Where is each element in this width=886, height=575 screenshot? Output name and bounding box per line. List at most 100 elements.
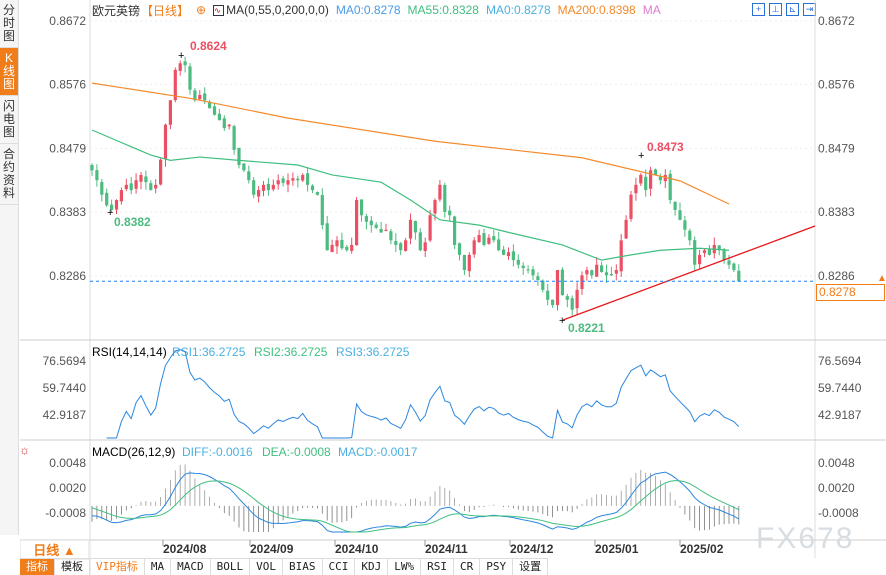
candle <box>257 190 261 197</box>
candle <box>404 240 408 251</box>
candle <box>350 244 354 251</box>
candle <box>722 249 726 261</box>
dea-line <box>91 480 740 533</box>
indicator-tab[interactable]: 模板 <box>55 559 90 575</box>
diff-line <box>91 471 740 533</box>
macd-tick: 0.0048 <box>49 456 86 470</box>
candle <box>438 184 442 200</box>
candle <box>114 200 119 210</box>
indicator-tab[interactable]: CCI <box>323 559 356 575</box>
indicator-tab[interactable]: PSY <box>480 559 514 575</box>
candle <box>340 239 344 249</box>
indicator-tab[interactable]: MACD <box>171 559 211 575</box>
macd-title: MACD(26,12,9) <box>92 445 175 459</box>
candle <box>119 190 123 202</box>
candle <box>624 219 628 239</box>
candle <box>325 223 329 251</box>
crosshair-icon[interactable]: + <box>752 3 765 16</box>
indicator-tab[interactable]: 设置 <box>513 559 549 575</box>
candle <box>477 235 481 243</box>
price-tick: 0.8479 <box>49 141 86 155</box>
chart-tools: + ⊥ ⊾ ⇥ <box>752 3 816 16</box>
zoom-right-icon[interactable]: ⊾ <box>786 3 799 16</box>
indicator-tab[interactable]: MA <box>145 559 172 575</box>
symbol-name: 欧元英镑 <box>92 3 141 18</box>
candle <box>663 174 667 182</box>
indicator-tab[interactable]: VIP指标 <box>90 559 145 575</box>
period-selector[interactable]: 日线 ▲ <box>20 540 89 560</box>
marker-cross: + <box>559 315 565 327</box>
candle <box>653 169 658 175</box>
candle <box>428 215 432 241</box>
candle <box>541 280 545 290</box>
candle <box>399 243 403 251</box>
ma200-line <box>91 82 730 205</box>
candle <box>502 249 506 255</box>
diff-value: DIFF:-0.0016 <box>182 445 253 459</box>
candle <box>649 170 653 189</box>
rsi-tick: 59.7440 <box>43 381 87 395</box>
candle <box>609 274 613 276</box>
candle <box>296 178 300 181</box>
candle <box>639 174 643 184</box>
candle <box>673 201 677 210</box>
rsi-tick: 42.9187 <box>43 408 87 422</box>
candle <box>717 245 721 251</box>
candle <box>276 180 280 185</box>
candle <box>389 231 393 241</box>
price-tick: 0.8383 <box>49 205 86 219</box>
price-tick: 0.8286 <box>818 269 855 283</box>
candle <box>168 100 172 125</box>
rsi-title: RSI(14,14,14) <box>92 345 167 359</box>
candle <box>95 170 99 181</box>
candle <box>149 183 153 191</box>
candle <box>619 240 623 272</box>
candle <box>462 255 466 271</box>
price-tick: 0.8383 <box>818 205 855 219</box>
candle <box>227 124 231 127</box>
rsi-tick: 59.7440 <box>818 381 862 395</box>
candle <box>310 185 315 191</box>
candle <box>306 173 310 185</box>
candle <box>737 270 741 282</box>
tab-flash-chart[interactable]: 闪电图 <box>0 96 18 144</box>
target-icon[interactable]: ⊕ <box>196 3 207 17</box>
candle <box>291 178 295 181</box>
zoom-range-icon[interactable]: ⊥ <box>769 3 782 16</box>
period-label: 【日线】 <box>141 3 190 18</box>
tab-kline-chart[interactable]: K线图 <box>0 48 18 96</box>
candle <box>134 180 138 189</box>
ma-extra: MA <box>642 3 661 17</box>
candle <box>702 250 707 254</box>
candle <box>188 66 192 90</box>
indicator-tab[interactable]: BOLL <box>211 559 251 575</box>
tab-contract-info[interactable]: 合约资料 <box>0 144 18 205</box>
ma-setting[interactable]: MA(0,55,0,200,0,0) <box>226 3 329 17</box>
candle <box>217 113 221 121</box>
indicator-tab[interactable]: VOL <box>250 559 283 575</box>
candle <box>644 176 648 191</box>
indicator-tab[interactable]: CR <box>454 559 481 575</box>
candle <box>384 229 388 231</box>
candle <box>448 210 452 216</box>
candle <box>551 299 555 306</box>
indicator-tab[interactable]: KDJ <box>355 559 389 575</box>
candle <box>100 181 104 195</box>
rsi3-value: RSI3:36.2725 <box>336 345 410 359</box>
indicator-tab[interactable]: 指标 <box>20 559 55 575</box>
candle <box>536 276 540 280</box>
candle <box>668 173 672 201</box>
indicator-tab[interactable]: RSI <box>421 559 454 575</box>
candle <box>144 176 148 183</box>
candle <box>247 171 251 181</box>
tab-time-chart[interactable]: 分时图 <box>0 0 18 48</box>
price-tick: 0.8576 <box>49 77 86 91</box>
price-tick: 0.8286 <box>49 269 86 283</box>
indicator-tab[interactable]: BIAS <box>283 559 323 575</box>
price-annotation: 0.8221 <box>568 321 605 335</box>
ma-settings-icon[interactable]: ∿ <box>213 4 225 16</box>
candle <box>560 269 564 296</box>
indicator-tab[interactable]: LW% <box>388 559 422 575</box>
candle <box>472 240 476 255</box>
